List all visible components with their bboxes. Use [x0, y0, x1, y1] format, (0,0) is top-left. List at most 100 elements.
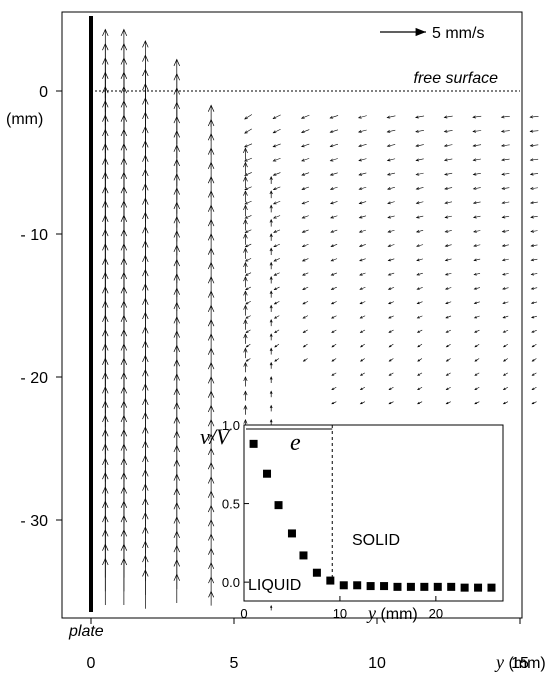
- inset-x-axis-unit: (mm): [376, 606, 418, 623]
- velocity-arrow: [208, 562, 215, 578]
- velocity-arrow: [500, 129, 510, 133]
- velocity-arrow: [501, 258, 509, 262]
- velocity-arrow: [208, 590, 215, 606]
- velocity-arrow: [302, 343, 308, 348]
- velocity-arrow: [208, 519, 215, 536]
- velocity-arrow: [530, 229, 538, 233]
- main-x-axis-variable: y: [494, 652, 504, 672]
- velocity-arrow: [388, 329, 394, 333]
- velocity-arrow: [207, 476, 215, 493]
- velocity-arrow: [173, 573, 180, 604]
- velocity-arrow: [274, 358, 280, 362]
- velocity-arrow: [358, 172, 367, 176]
- velocity-arrow: [474, 372, 480, 376]
- velocity-arrow: [244, 200, 252, 205]
- velocity-arrow: [272, 157, 281, 162]
- velocity-arrow: [445, 372, 451, 376]
- velocity-arrow: [415, 115, 425, 119]
- velocity-arrow: [245, 301, 251, 305]
- velocity-arrow: [302, 272, 309, 276]
- velocity-arrow: [387, 287, 395, 290]
- velocity-arrow: [269, 404, 273, 412]
- velocity-arrow: [359, 329, 366, 333]
- velocity-arrow: [272, 186, 281, 191]
- velocity-arrow: [444, 186, 453, 190]
- velocity-arrow: [386, 172, 396, 176]
- velocity-arrow: [445, 287, 452, 290]
- velocity-arrow: [269, 361, 273, 369]
- velocity-arrow: [474, 358, 480, 362]
- velocity-arrow: [416, 287, 423, 290]
- velocity-arrow: [269, 347, 273, 355]
- velocity-arrow: [331, 387, 337, 390]
- velocity-arrow: [472, 215, 481, 219]
- velocity-arrow: [270, 604, 273, 611]
- velocity-arrow: [529, 115, 539, 119]
- velocity-arrow: [244, 215, 252, 219]
- thickness-label: e: [290, 430, 301, 456]
- inset-ticks: 0 10 20 0.0 0.5 1.0: [222, 418, 443, 621]
- velocity-arrow: [243, 290, 248, 302]
- velocity-arrow: [301, 158, 310, 162]
- velocity-arrow: [245, 343, 251, 348]
- velocity-arrow: [269, 376, 273, 383]
- velocity-arrow: [243, 361, 248, 373]
- velocity-arrow: [415, 144, 424, 148]
- velocity-arrow: [331, 358, 337, 362]
- velocity-arrow: [273, 258, 280, 262]
- velocity-arrow: [416, 301, 423, 305]
- main-x-axis-unit: (mm): [504, 655, 546, 672]
- velocity-arrow: [502, 272, 509, 276]
- inset-data-point: [274, 501, 283, 510]
- main-x-tick-label: 15: [511, 655, 529, 672]
- velocity-arrow: [245, 329, 251, 334]
- velocity-arrow: [330, 215, 338, 219]
- velocity-arrow: [360, 343, 365, 348]
- velocity-arrow: [245, 286, 252, 291]
- velocity-arrow: [472, 115, 482, 119]
- inset-data-point: [447, 582, 456, 591]
- velocity-arrow: [329, 172, 338, 176]
- velocity-arrow: [208, 576, 215, 592]
- velocity-arrow: [473, 315, 480, 319]
- velocity-arrow: [358, 244, 366, 248]
- velocity-arrow: [416, 258, 423, 262]
- velocity-arrow: [269, 333, 273, 341]
- velocity-arrow: [415, 187, 424, 190]
- velocity-arrow: [415, 215, 424, 219]
- velocity-arrow: [329, 158, 338, 162]
- velocity-arrow: [529, 129, 539, 133]
- velocity-arrow: [415, 172, 424, 176]
- velocity-arrow: [243, 261, 248, 274]
- velocity-arrow: [331, 315, 337, 319]
- velocity-arrow: [387, 229, 395, 233]
- velocity-arrow: [244, 157, 252, 162]
- main-x-tick-label: 10: [368, 655, 386, 672]
- velocity-arrow: [387, 187, 395, 190]
- velocity-arrow: [358, 129, 367, 133]
- velocity-arrow: [445, 315, 452, 319]
- velocity-arrow: [500, 115, 510, 119]
- velocity-arrow: [269, 318, 273, 327]
- velocity-arrow: [501, 229, 510, 233]
- velocity-arrow: [243, 233, 248, 245]
- velocity-arrow: [473, 287, 480, 290]
- main-x-tick-label: 0: [87, 655, 96, 672]
- velocity-arrow: [474, 401, 480, 405]
- velocity-arrow: [302, 301, 309, 305]
- velocity-arrow: [244, 172, 252, 176]
- inset-y-tick-label: 0.5: [222, 497, 240, 512]
- inset-data-point: [339, 581, 348, 590]
- velocity-arrow: [359, 301, 366, 305]
- liquid-region-label: LIQUID: [248, 577, 301, 594]
- velocity-arrow: [243, 390, 248, 401]
- inset-x-tick-label: 10: [333, 606, 347, 621]
- velocity-arrow: [501, 201, 510, 205]
- velocity-arrow: [530, 215, 538, 219]
- velocity-arrow: [445, 387, 451, 390]
- velocity-arrow: [474, 387, 480, 390]
- velocity-arrow: [444, 229, 452, 233]
- velocity-arrow: [416, 315, 423, 319]
- velocity-arrow: [269, 190, 273, 199]
